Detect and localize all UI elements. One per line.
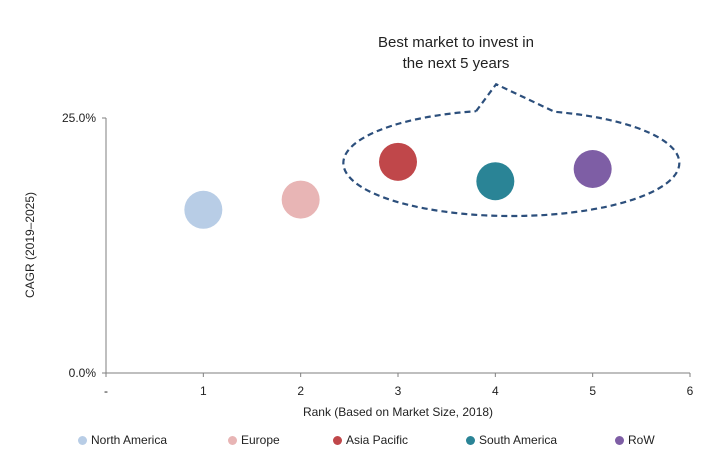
callout: Best market to invest in the next 5 year… — [342, 34, 681, 218]
x-tick-label: 2 — [297, 384, 304, 398]
callout-text-line-2: the next 5 years — [403, 55, 510, 72]
legend-label: Europe — [241, 433, 280, 447]
y-axis-title: CAGR (2019–2025) — [23, 192, 37, 298]
data-point-europe — [281, 180, 320, 219]
legend-item: RoW — [615, 433, 655, 447]
x-tick-label: 3 — [395, 384, 402, 398]
legend-item: North America — [78, 433, 167, 447]
data-point-north-america — [184, 190, 223, 229]
legend-marker — [78, 435, 87, 445]
callout-text-line-1: Best market to invest in — [378, 34, 534, 51]
data-point-south-america — [476, 162, 515, 201]
legend-label: Asia Pacific — [346, 433, 409, 447]
tick-labels: - 1 2 3 4 5 6 0.0% 25.0% — [62, 111, 694, 398]
x-tick-label: 5 — [589, 384, 596, 398]
x-axis-title: Rank (Based on Market Size, 2018) — [303, 405, 493, 419]
legend: North America Europe Asia Pacific South Ame… — [0, 433, 720, 453]
x-tick-label: 4 — [492, 384, 499, 398]
legend-item: Europe — [228, 433, 280, 447]
legend-marker — [615, 435, 624, 445]
legend-marker — [228, 435, 237, 445]
legend-marker — [466, 435, 475, 445]
data-point-asia-pacific — [379, 142, 417, 181]
legend-label: North America — [91, 433, 168, 447]
x-tick-label: 6 — [687, 384, 694, 398]
axes — [102, 117, 691, 377]
data-points — [184, 142, 612, 229]
legend-label: RoW — [628, 433, 655, 447]
y-tick-label: 25.0% — [62, 111, 96, 125]
data-point-row — [573, 150, 612, 188]
x-tick-label: 1 — [200, 384, 207, 398]
legend-label: South America — [479, 433, 558, 447]
legend-item: South America — [466, 433, 557, 447]
x-tick-label: - — [104, 384, 108, 398]
legend-marker — [333, 435, 342, 445]
y-tick-label: 0.0% — [69, 366, 97, 380]
legend-item: Asia Pacific — [333, 433, 408, 447]
